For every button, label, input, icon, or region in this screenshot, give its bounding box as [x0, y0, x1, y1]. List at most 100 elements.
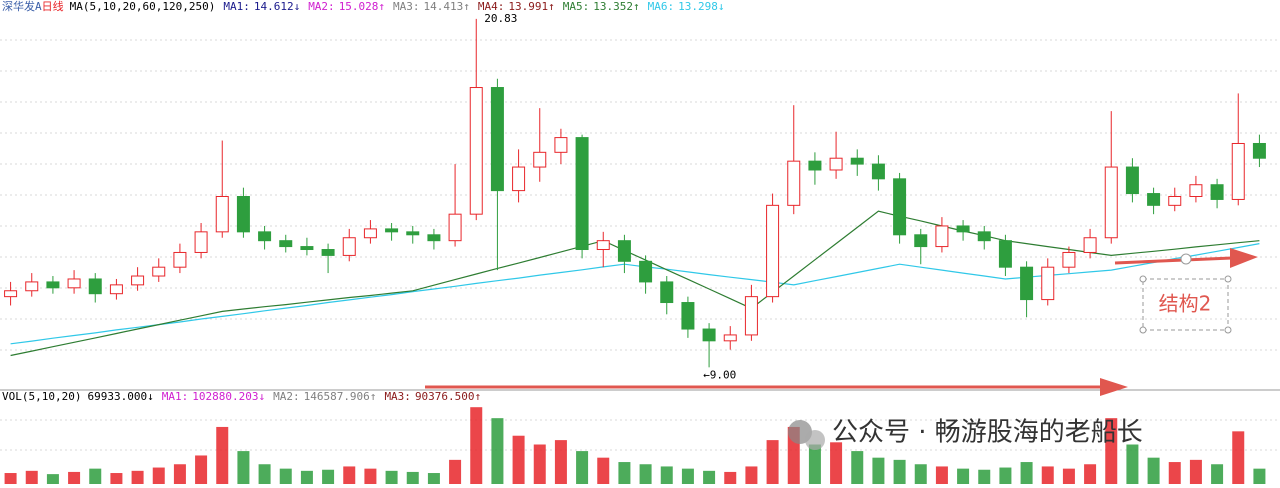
candle-body [554, 137, 568, 153]
volume-bar [46, 474, 59, 484]
volume-bar [639, 464, 652, 484]
candle-body [1210, 184, 1224, 200]
selection-box [1142, 278, 1229, 331]
volume-bar [745, 466, 758, 484]
volume-bar [216, 426, 229, 484]
volume-bar [1147, 457, 1160, 484]
watermark: 公众号 · 畅游股海的老船长 [832, 418, 1143, 448]
readout-name: MA6: [648, 0, 675, 13]
candle-body [1020, 266, 1034, 301]
arrowhead [1230, 248, 1258, 268]
volume-bar [406, 471, 419, 484]
readout-value: 13.991↑ [508, 0, 554, 13]
candle-body [279, 240, 293, 248]
volume-bar [1084, 464, 1097, 484]
candle-body [956, 225, 970, 233]
volume-bar [491, 418, 504, 484]
candle-body [723, 334, 737, 342]
volume-bar [618, 462, 631, 484]
readout-value: 90376.500↑ [415, 390, 481, 403]
volume-bar [914, 464, 927, 484]
candle-body [490, 87, 504, 192]
volume-bar [4, 473, 17, 484]
volume-bar [152, 467, 165, 484]
volume-bar [1062, 468, 1075, 484]
candle-body [808, 160, 822, 171]
volume-bar [173, 464, 186, 484]
volume-bar [660, 466, 673, 484]
candle-body [744, 296, 758, 336]
candle-body [702, 328, 716, 342]
volume-bar [258, 464, 271, 484]
candle-body [469, 87, 483, 215]
readout-value: 14.612↓ [254, 0, 300, 13]
volume-bar [131, 470, 144, 484]
candle-body [1104, 166, 1118, 239]
candle-body [1041, 266, 1055, 301]
candle-body [406, 231, 420, 236]
volume-bar [1189, 459, 1202, 484]
candle-body [321, 249, 335, 256]
handle [1139, 275, 1147, 283]
candle-body [300, 246, 314, 251]
readout-name: MA2: [273, 390, 300, 403]
candle-body [681, 302, 695, 330]
volume-bar [322, 469, 335, 484]
volume-bar [999, 467, 1012, 484]
candle-body [342, 237, 356, 256]
volume-bar [385, 470, 398, 484]
volume-bar [851, 451, 864, 484]
candle-body [512, 166, 526, 192]
candle-body [215, 196, 229, 233]
volume-bar [364, 468, 377, 484]
volume-bar [1211, 464, 1224, 484]
candle-body [25, 281, 39, 292]
volume-bar [343, 466, 356, 484]
volume-bar [935, 466, 948, 484]
candle-body [998, 240, 1012, 268]
candle-body [1168, 196, 1182, 206]
volume-bar [25, 470, 38, 484]
volume-bar [1041, 466, 1054, 484]
structure-label: 结构2 [1159, 292, 1212, 316]
volume-bar [1168, 462, 1181, 484]
candle-body [829, 157, 843, 171]
high-label: 20.83 [484, 12, 517, 25]
volume-bar [533, 444, 546, 484]
arrow [1114, 256, 1233, 265]
candle-body [787, 160, 801, 206]
candle-body [935, 225, 949, 248]
readout-name: MA3: [384, 390, 411, 403]
readout-value: 13.352↑ [593, 0, 639, 13]
period: 日线 [42, 0, 64, 13]
handle [1224, 275, 1232, 283]
volume-bar [195, 455, 208, 484]
volume-bar [1020, 462, 1033, 484]
indicator: VOL(5,10,20) [2, 390, 81, 403]
candle-body [533, 151, 547, 168]
handle [1224, 326, 1232, 334]
low-label: ←9.00 [703, 368, 736, 381]
volume-bar [110, 473, 123, 484]
volume-bar [554, 440, 567, 484]
volume-bar [766, 440, 779, 484]
candle-body [448, 213, 462, 242]
candle-body [1083, 237, 1097, 253]
candle-body [1231, 142, 1245, 200]
candle-body [1125, 166, 1139, 195]
volume-bar [1105, 418, 1118, 484]
volume-bar [681, 468, 694, 484]
readout-name: MA3: [393, 0, 420, 13]
candle-body [363, 228, 377, 239]
candle-body [88, 278, 102, 295]
volume-bar [893, 459, 906, 484]
volume-bar [512, 435, 525, 484]
readout-value: 102880.203↓ [192, 390, 265, 403]
volume-bar [830, 442, 843, 484]
volume-bar [237, 451, 250, 484]
volume-bar [1232, 431, 1245, 484]
candle-body [1062, 251, 1076, 268]
candle-body [850, 157, 864, 165]
candle-body [639, 260, 653, 283]
candle-body [893, 178, 907, 236]
